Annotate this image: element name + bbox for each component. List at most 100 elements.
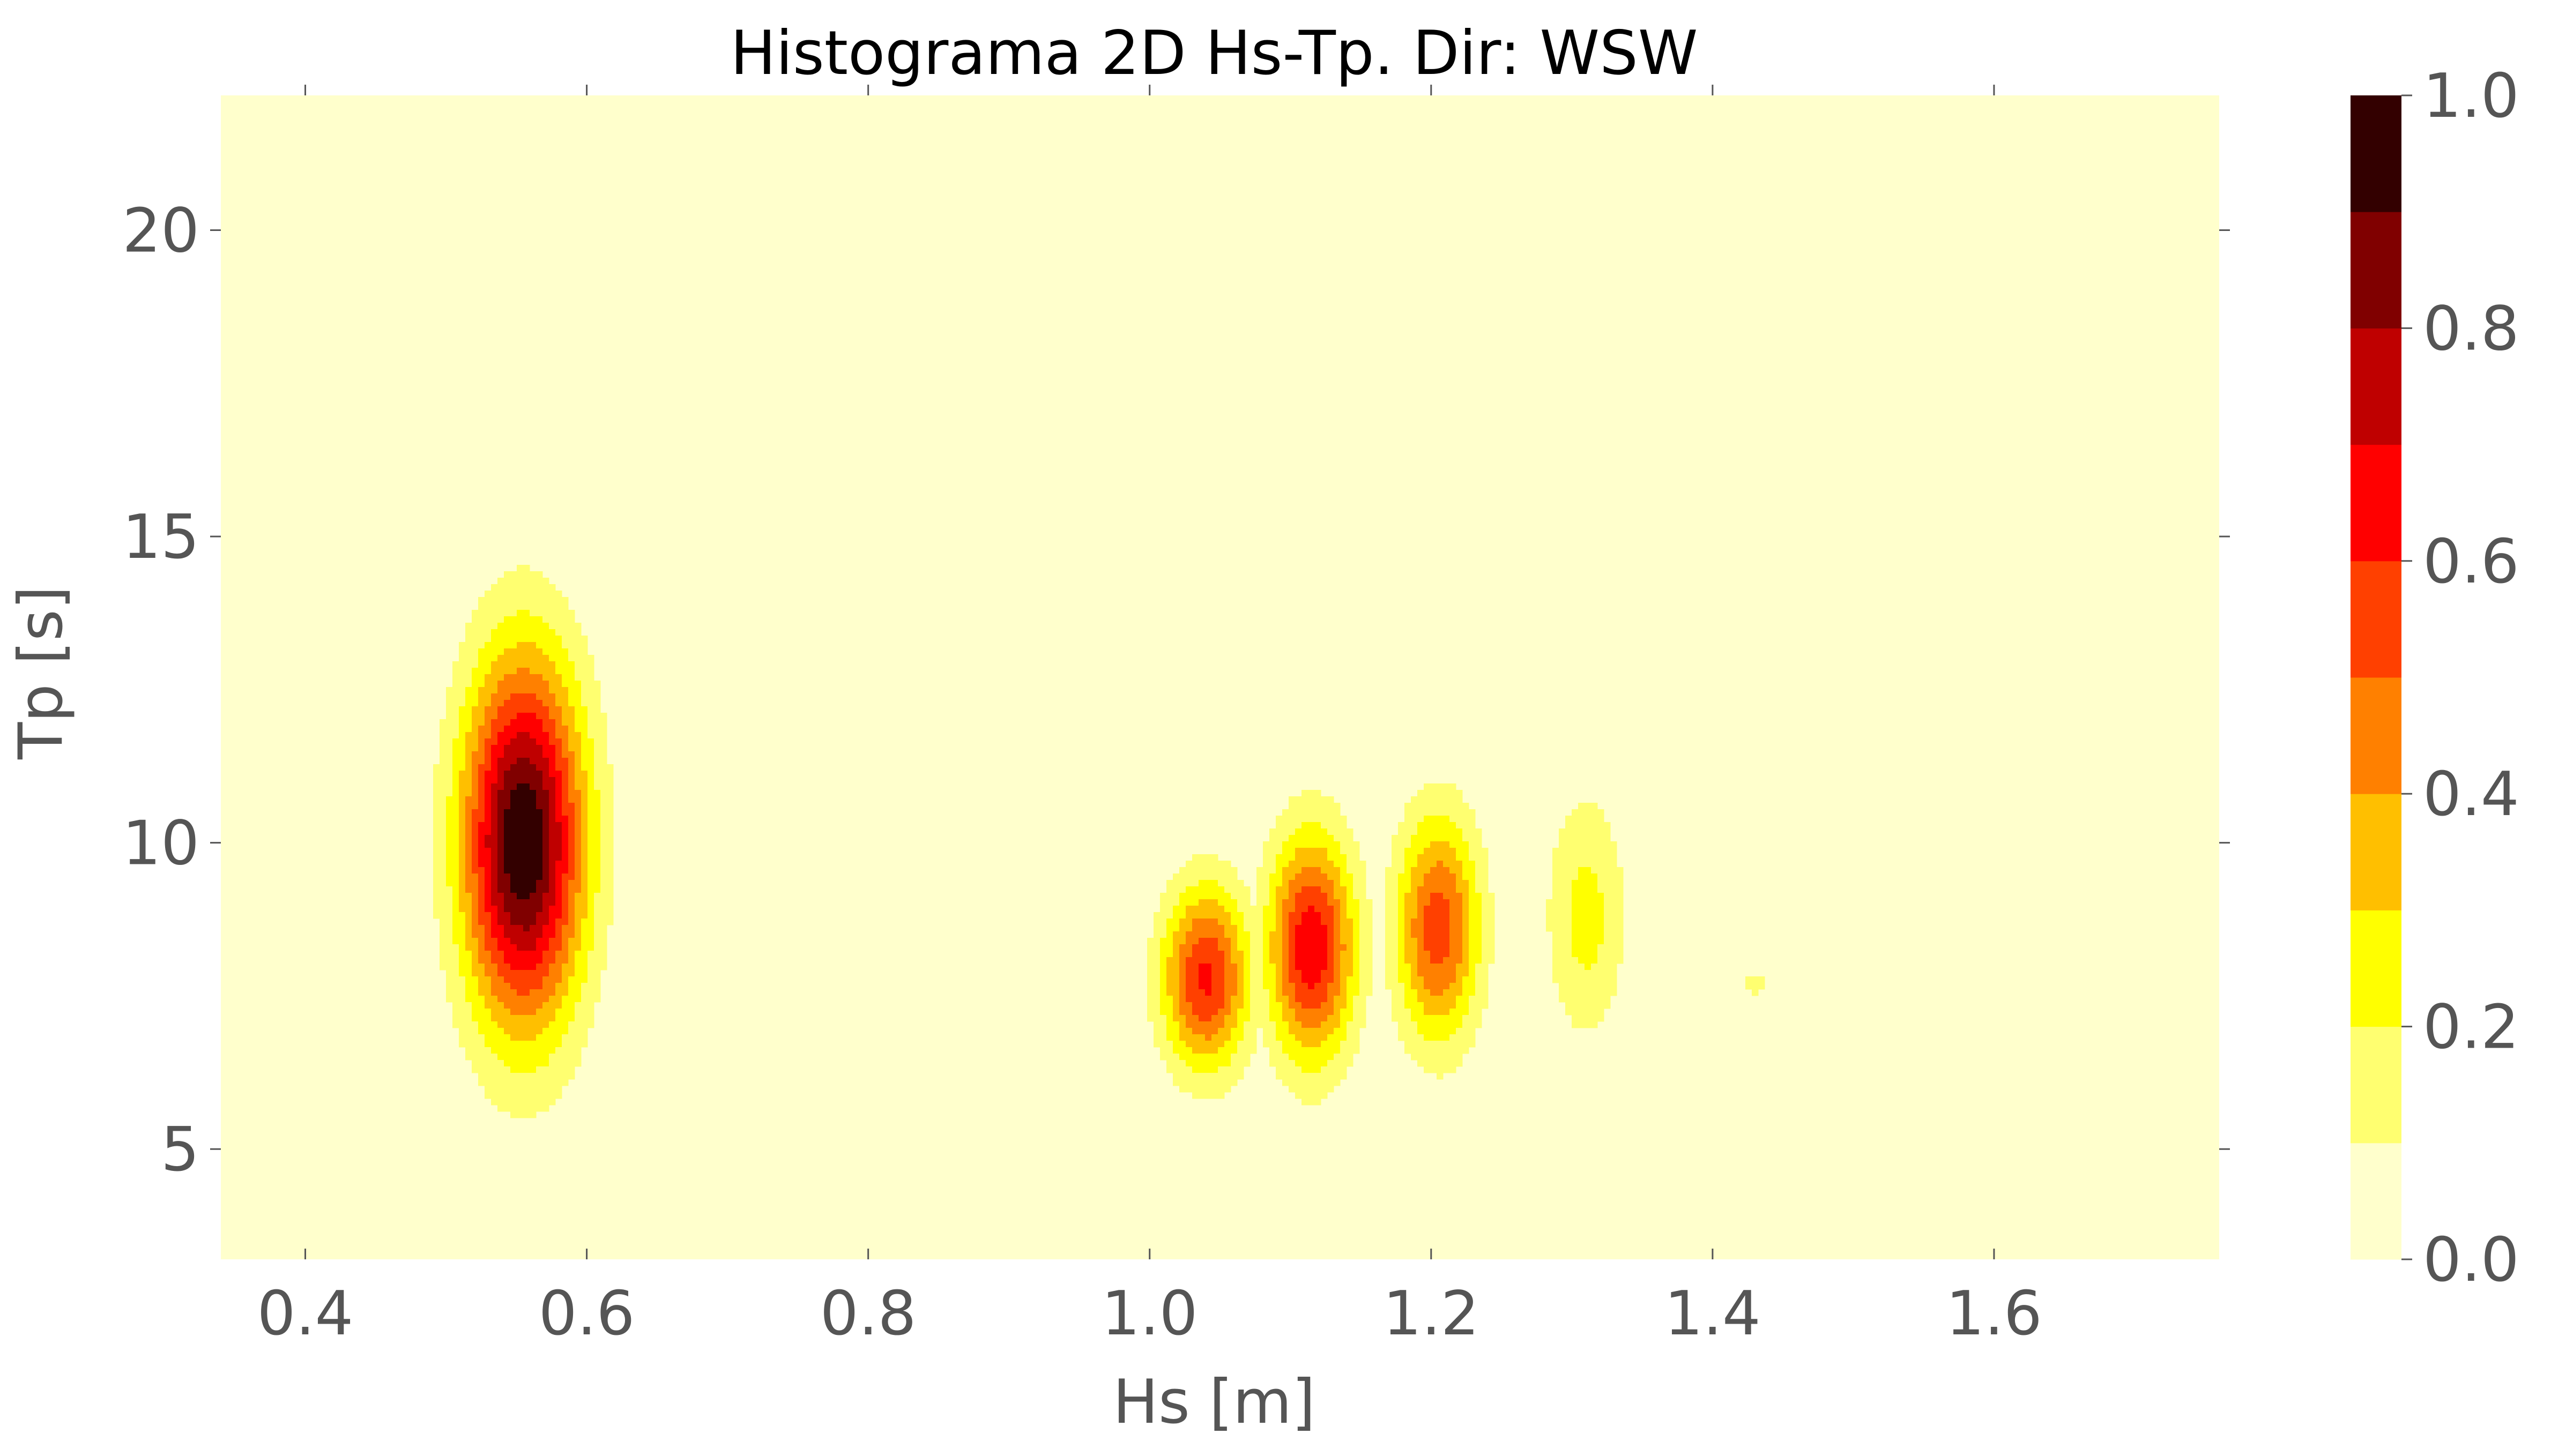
contour-cell — [497, 873, 511, 880]
contour-cell — [1295, 957, 1328, 964]
contour-cell — [1565, 1009, 1604, 1016]
contour-cell — [433, 777, 453, 784]
contour-cell — [1604, 893, 1624, 900]
contour-cell — [568, 861, 575, 868]
contour-cell — [1244, 919, 1263, 925]
contour-cell — [497, 906, 504, 913]
contour-cell — [510, 1034, 537, 1041]
contour-cell — [517, 732, 530, 739]
contour-cell — [1179, 996, 1186, 1003]
contour-cell — [510, 719, 543, 726]
contour-cell — [485, 886, 492, 893]
contour-cell — [1417, 912, 1424, 919]
contour-cell — [575, 719, 588, 726]
contour-cell — [542, 1028, 569, 1035]
contour-cell — [1404, 1047, 1469, 1054]
contour-cell — [1552, 854, 1617, 861]
contour-cell — [1192, 925, 1225, 932]
contour-cell — [575, 783, 588, 790]
contour-cell — [1398, 880, 1411, 887]
contour-cell — [1147, 983, 1161, 990]
contour-cell — [452, 1002, 472, 1009]
contour-cell — [485, 925, 492, 932]
contour-cell — [1205, 989, 1212, 996]
contour-cell — [1546, 906, 1572, 913]
contour-cell — [1552, 938, 1572, 945]
contour-cell — [1424, 938, 1450, 945]
contour-cell — [575, 822, 582, 829]
colorbar-band — [2351, 444, 2401, 562]
contour-cell — [1166, 964, 1180, 970]
contour-cell — [1231, 1060, 1251, 1067]
contour-cell — [1469, 925, 1482, 932]
contour-cell — [1591, 867, 1624, 874]
contour-cell — [472, 861, 479, 868]
contour-cell — [600, 828, 614, 835]
contour-cell — [485, 809, 492, 816]
contour-cell — [1250, 976, 1263, 983]
contour-cell — [1263, 919, 1276, 925]
contour-cell — [433, 886, 453, 893]
contour-cell — [485, 944, 498, 951]
contour-cell — [568, 822, 575, 829]
contour-cell — [555, 629, 582, 636]
contour-cell — [1462, 861, 1476, 868]
contour-cell — [452, 790, 459, 797]
contour-cell — [536, 964, 549, 970]
contour-cell — [587, 777, 594, 784]
contour-cell — [1430, 957, 1444, 964]
contour-cell — [1166, 931, 1173, 938]
contour-cell — [504, 957, 543, 964]
contour-cell — [478, 861, 492, 868]
contour-cell — [465, 841, 472, 848]
contour-cell — [536, 803, 549, 810]
contour-cell — [1572, 1021, 1598, 1028]
contour-cell — [1475, 989, 1489, 996]
contour-cell — [433, 873, 447, 880]
contour-cell — [1411, 873, 1424, 880]
contour-cell — [1353, 951, 1360, 958]
contour-cell — [1353, 919, 1360, 925]
contour-cell — [594, 899, 614, 906]
contour-cell — [472, 893, 479, 900]
contour-cell — [452, 906, 459, 913]
contour-cell — [1327, 996, 1334, 1003]
contour-cell — [1263, 983, 1276, 990]
contour-cell — [1250, 938, 1263, 945]
contour-cell — [446, 848, 459, 855]
contour-cell — [555, 1015, 575, 1022]
contour-cell — [497, 828, 504, 835]
contour-cell — [568, 841, 575, 848]
contour-cell — [1469, 854, 1489, 861]
contour-cell — [433, 848, 447, 855]
contour-cell — [575, 841, 582, 848]
contour-cell — [1231, 912, 1244, 919]
contour-cell — [1173, 906, 1186, 913]
contour-cell — [459, 944, 466, 951]
contour-cell — [1224, 925, 1238, 932]
contour-cell — [1289, 893, 1296, 900]
contour-cell — [452, 661, 479, 668]
contour-cell — [1385, 886, 1399, 893]
contour-cell — [433, 912, 453, 919]
contour-cell — [440, 732, 459, 739]
contour-cell — [1224, 906, 1238, 913]
contour-cell — [542, 867, 549, 874]
contour-cell — [555, 1047, 582, 1054]
contour-cell — [555, 893, 562, 900]
contour-cell — [575, 764, 582, 771]
contour-cell — [1411, 919, 1424, 925]
contour-cell — [568, 738, 582, 745]
contour-cell — [459, 880, 466, 887]
contour-cell — [1327, 983, 1341, 990]
contour-cell — [555, 1009, 575, 1016]
contour-cell — [433, 796, 447, 803]
contour-cell — [478, 906, 485, 913]
contour-cell — [1301, 1021, 1321, 1028]
contour-cell — [1186, 938, 1199, 945]
contour-cell — [433, 764, 453, 771]
contour-cell — [1147, 989, 1161, 996]
contour-cell — [555, 925, 562, 932]
contour-cell — [1398, 931, 1405, 938]
contour-cell — [1321, 1041, 1341, 1048]
